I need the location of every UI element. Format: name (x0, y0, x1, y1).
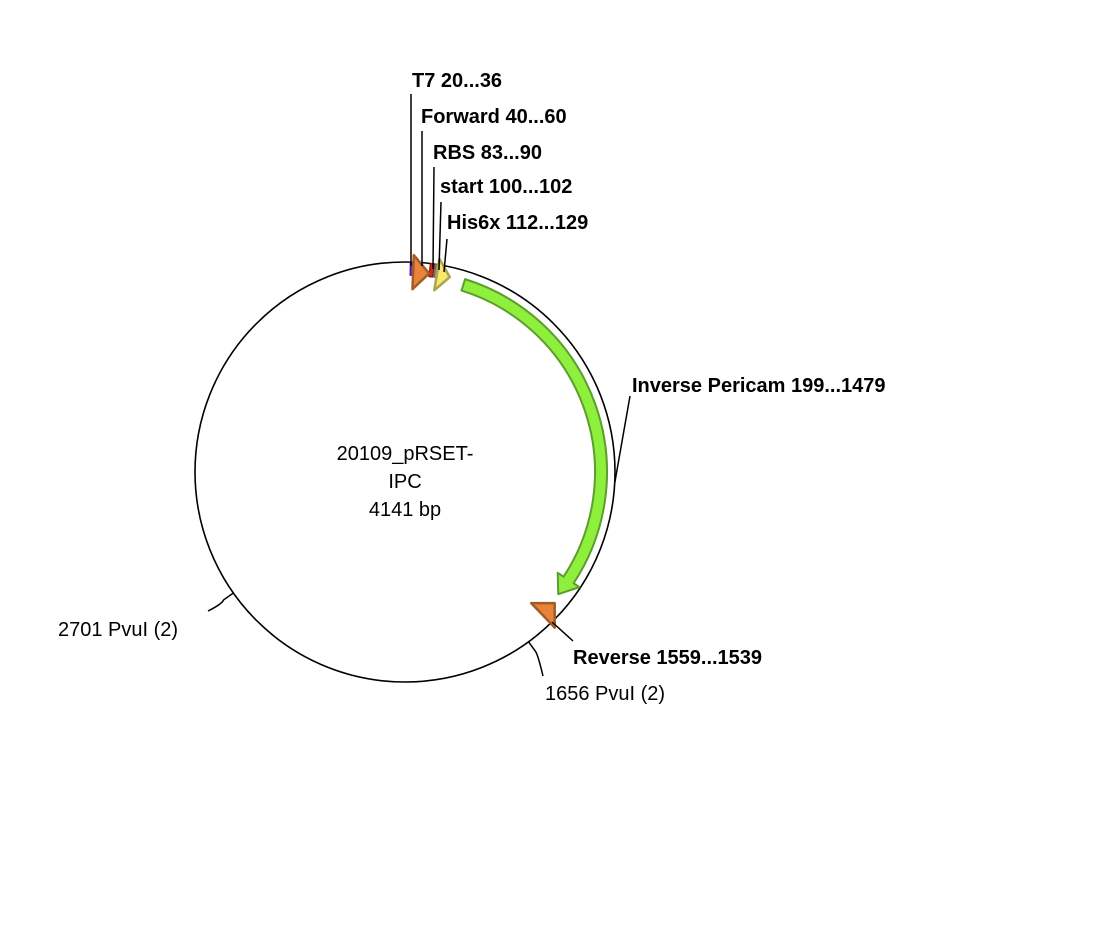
feature-inverse-pericam-arrow[interactable] (460, 278, 608, 596)
plasmid-name-line1: 20109_pRSET- (337, 443, 474, 465)
feature-label-reverse[interactable]: Reverse 1559...1539 (573, 647, 762, 669)
features-layer (409, 253, 608, 629)
site-tick-pvui-1656 (527, 641, 544, 677)
site-tick-pvui-2701 (207, 592, 234, 612)
site-label-pvui-2701[interactable]: 2701 PvuI (2) (58, 619, 178, 641)
site-label-pvui-1656[interactable]: 1656 PvuI (2) (545, 683, 665, 705)
leader-start (438, 201, 442, 271)
plasmid-name-line2: IPC (388, 471, 421, 493)
plasmid-backbone (194, 261, 616, 683)
feature-his6x-arrow[interactable] (433, 257, 452, 292)
feature-label-inverse-pericam[interactable]: Inverse Pericam 199...1479 (632, 375, 886, 397)
feature-reverse-arrow[interactable] (529, 601, 557, 629)
feature-forward-arrow[interactable] (411, 253, 431, 291)
leader-reverse (551, 621, 574, 642)
feature-label-his6x[interactable]: His6x 112...129 (447, 212, 588, 234)
feature-label-forward[interactable]: Forward 40...60 (421, 106, 567, 128)
leader-inverse-pericam (613, 395, 631, 484)
feature-label-rbs[interactable]: RBS 83...90 (433, 142, 542, 164)
feature-label-start[interactable]: start 100...102 (440, 176, 572, 198)
leader-rbs (432, 166, 435, 270)
feature-label-t7[interactable]: T7 20...36 (412, 70, 502, 92)
label-lines (207, 94, 631, 677)
plasmid-length: 4141 bp (369, 499, 441, 521)
leader-his6x (443, 238, 448, 273)
